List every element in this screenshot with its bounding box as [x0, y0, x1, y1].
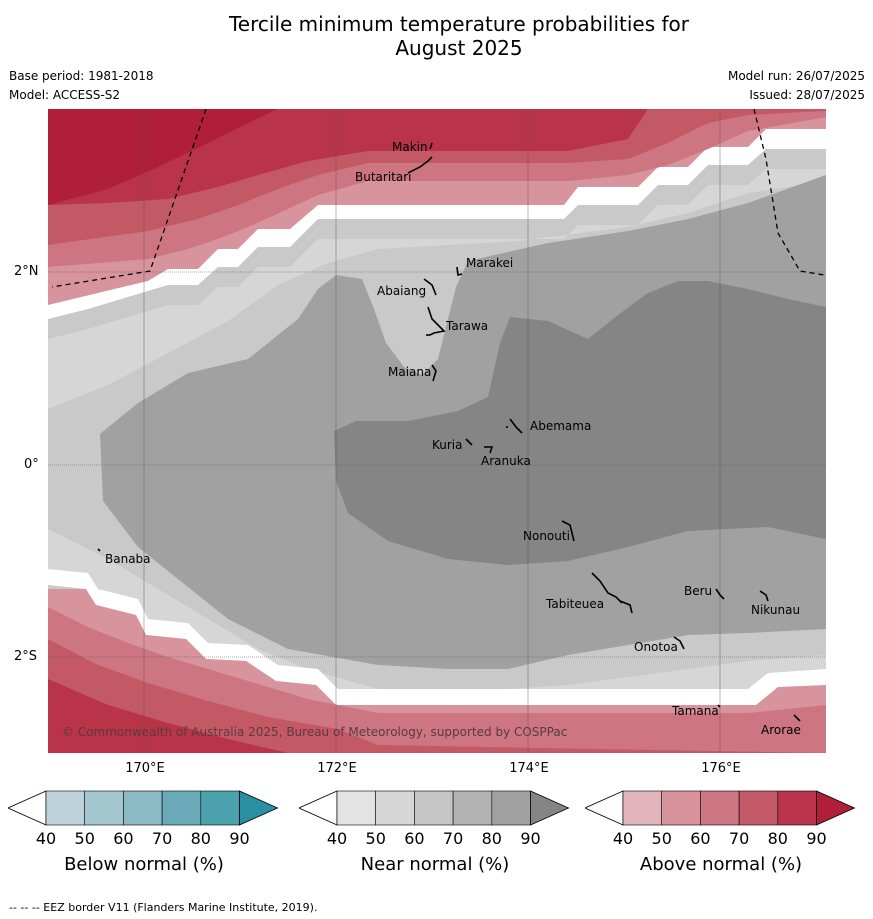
island-labels: Makin Butaritari Marakei Abaiang Tarawa … — [105, 140, 801, 737]
colorbar-tick-label: 90 — [229, 829, 250, 848]
colorbar-extend-high — [816, 790, 856, 826]
label-banaba: Banaba — [105, 552, 151, 566]
colorbar-segment — [700, 790, 740, 826]
lon-label-172e: 172°E — [317, 761, 357, 776]
map-area: Makin Butaritari Marakei Abaiang Tarawa … — [48, 109, 826, 753]
colorbar-segment — [336, 790, 377, 826]
colorbar-label-above: Above normal (%) — [639, 854, 803, 875]
model-run: Model run: 26/07/2025 — [727, 69, 865, 83]
eez-footnote: -- -- -- EEZ border V11 (Flanders Marine… — [9, 901, 318, 914]
colorbar-segment — [452, 790, 493, 826]
title-line-1: Tercile minimum temperature probabilitie… — [228, 12, 690, 36]
colorbar-segment — [84, 790, 124, 826]
model-name: Model: ACCESS-S2 — [9, 88, 121, 102]
colorbar-tick-label: 90 — [806, 829, 827, 848]
colorbar-extend-low — [585, 790, 624, 826]
colorbar-tick-label: 50 — [651, 829, 672, 848]
label-maiana: Maiana — [388, 365, 431, 379]
label-nikunau: Nikunau — [751, 603, 800, 617]
colorbar-tick-label: 40 — [612, 829, 634, 848]
colorbar-tick-label: 40 — [35, 829, 57, 848]
label-arorae: Arorae — [761, 723, 801, 737]
map-title: Tercile minimum temperature probabilitie… — [0, 12, 873, 60]
label-beru: Beru — [684, 584, 712, 598]
graticule — [48, 271, 826, 658]
label-abaiang: Abaiang — [377, 284, 426, 298]
label-aranuka: Aranuka — [481, 454, 531, 468]
colorbar-tick-label: 70 — [151, 829, 173, 848]
colorbar-tick-label: 70 — [728, 829, 750, 848]
lon-label-174e: 174°E — [509, 761, 549, 776]
copyright-notice: © Commonwealth of Australia 2025, Bureau… — [62, 725, 567, 739]
label-abemama: Abemama — [530, 419, 591, 433]
label-tabiteuea: Tabiteuea — [545, 597, 604, 611]
meta-left: Base period: 1981-2018 Model: ACCESS-S2 — [9, 69, 154, 107]
label-onotoa: Onotoa — [634, 640, 678, 654]
eez-border — [51, 109, 825, 288]
above-band-south-40 — [48, 569, 826, 705]
colorbar-segment — [200, 790, 240, 826]
near-band-south-light — [48, 529, 826, 689]
above-band-north-90 — [48, 109, 278, 205]
issued-date: Issued: 28/07/2025 — [749, 88, 865, 102]
colorbar-extend-low — [299, 790, 338, 826]
meridians — [143, 109, 721, 753]
colorbar-extend-low — [8, 790, 47, 826]
label-tamana: Tamana — [671, 704, 719, 718]
title-line-2: August 2025 — [395, 36, 523, 60]
island-outlines — [97, 142, 801, 722]
colorbar-segment — [738, 790, 779, 826]
lon-label-170e: 170°E — [125, 761, 165, 776]
label-kuria: Kuria — [432, 438, 463, 452]
lat-label-0: 0° — [24, 457, 39, 472]
base-period: Base period: 1981-2018 — [9, 69, 154, 83]
colorbar-segment — [123, 790, 163, 826]
colorbar-segment — [45, 790, 86, 826]
meta-right: Model run: 26/07/2025 Issued: 28/07/2025 — [728, 69, 865, 107]
lon-label-176e: 176°E — [701, 761, 741, 776]
above-band-south-70 — [48, 639, 826, 753]
colorbar-segment — [161, 790, 202, 826]
colorbar-segment — [622, 790, 663, 826]
label-marakei: Marakei — [466, 256, 513, 270]
colorbar-label-below: Below normal (%) — [64, 854, 224, 875]
above-band-south-80 — [48, 679, 288, 753]
colorbar-tick-label: 40 — [326, 829, 348, 848]
label-tarawa: Tarawa — [445, 319, 488, 333]
colorbar-tick-label: 90 — [520, 829, 541, 848]
colorbar-segment — [491, 790, 531, 826]
colorbar-segment — [375, 790, 415, 826]
near-band-dark — [334, 281, 826, 565]
colorbar-extend-high — [530, 790, 570, 826]
colorbar-extend-high — [239, 790, 279, 826]
colorbar-tick-label: 60 — [113, 829, 134, 848]
colorbar-tick-label: 70 — [442, 829, 464, 848]
colorbar-tick-label: 50 — [365, 829, 386, 848]
colorbar-tick-label: 50 — [74, 829, 95, 848]
colorbar-tick-label: 60 — [690, 829, 711, 848]
label-makin: Makin — [392, 140, 428, 154]
colorbar-label-near: Near normal (%) — [360, 854, 510, 875]
colorbar-segment — [661, 790, 701, 826]
colorbar-segment — [777, 790, 817, 826]
label-nonouti: Nonouti — [523, 529, 570, 543]
colorbar-tick-label: 60 — [404, 829, 425, 848]
colorbar-below-normal — [8, 790, 279, 826]
lat-label-2n: 2°N — [14, 264, 39, 279]
colorbar-tick-label: 80 — [767, 829, 788, 848]
colorbar-tick-label: 80 — [481, 829, 502, 848]
colorbar-segment — [414, 790, 454, 826]
lat-label-2s: 2°S — [14, 649, 38, 664]
colorbar-near-normal — [299, 790, 570, 826]
colorbar-tick-label: 80 — [190, 829, 211, 848]
label-butaritari: Butaritari — [355, 170, 412, 184]
colorbar-above-normal — [585, 790, 856, 826]
